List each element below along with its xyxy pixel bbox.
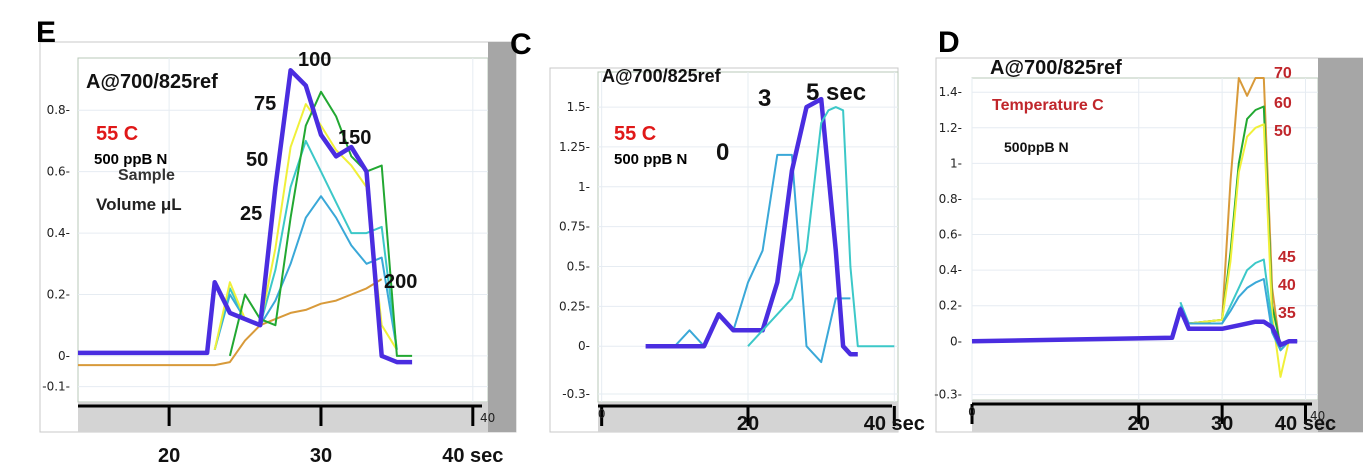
annotation-volume: Volume μL (96, 195, 182, 214)
x-tick-label: 40 sec (1275, 413, 1336, 435)
series-label: 200 (384, 271, 417, 293)
y-tick-label: 1- (578, 180, 590, 194)
series-line-5-sec (747, 106, 895, 348)
x-tick-label: 0 (968, 405, 976, 419)
y-tick-label: 0.6- (939, 228, 962, 242)
corner-tick-label: 40 (1310, 409, 1325, 423)
annotation-temperature: 55 C (614, 123, 656, 145)
annotation-legend_title: Temperature C (992, 97, 1104, 114)
panel-letter: C (510, 28, 532, 61)
y-tick-label: 1.4- (939, 85, 962, 99)
y-tick-label: 1.5- (567, 100, 590, 114)
series-label: 5 sec (806, 79, 866, 106)
annotation-sample: Sample (118, 167, 175, 184)
series-line-3 (645, 96, 858, 357)
y-tick-label: 0.4- (47, 226, 70, 240)
series-label: 3 (758, 85, 771, 112)
y-tick-label: 1.25- (559, 140, 590, 154)
y-tick-label: 0- (578, 339, 590, 353)
scrollbar-panel (1318, 58, 1363, 432)
series-label: 0 (716, 139, 729, 166)
series-label: 50 (1274, 123, 1292, 140)
series-label: 75 (254, 93, 276, 115)
series-line-0 (660, 153, 851, 364)
y-tick-label: 1.2- (939, 121, 962, 135)
panel-letter: E (36, 16, 56, 49)
y-tick-label: 0.25- (559, 299, 590, 313)
annotation-concentration: 500 ppB N (94, 151, 167, 168)
chart-title: A@700/825ref (990, 57, 1122, 79)
y-tick-label: 1- (950, 156, 962, 170)
x-tick-label: 20 (737, 413, 759, 435)
annotation-temperature: 55 C (96, 123, 138, 145)
y-tick-label: -0.3- (934, 388, 962, 402)
series-line-200 (78, 278, 383, 367)
x-tick-label: 40 sec (864, 413, 925, 435)
scrollbar-panel (488, 42, 516, 432)
x-tick-label: 20 (158, 445, 180, 467)
y-tick-label: 0.2- (47, 288, 70, 302)
chart-panel-D: 1.4- 1.2- 1- 0.8- 0.6- 0.4- 0.2- 0- -0.3- 0 20 30 40… (934, 26, 1363, 435)
series-line-40 (1179, 278, 1298, 352)
chart-title: A@700/825ref (602, 66, 722, 86)
x-tick-label: 30 (1211, 413, 1233, 435)
y-tick-label: 0.2- (939, 299, 962, 313)
series-label: 60 (1274, 95, 1292, 112)
series-line-50 (1179, 123, 1298, 378)
series-label: 50 (246, 149, 268, 171)
plot-area (971, 77, 1319, 401)
series-label: 100 (298, 49, 331, 71)
y-tick-label: -0.1- (42, 380, 70, 394)
y-tick-label: 0.5- (567, 259, 590, 273)
corner-tick-label: 40 (480, 411, 495, 425)
panel-letter: D (938, 26, 960, 59)
series-label: 45 (1278, 249, 1296, 266)
y-tick-label: 0- (950, 334, 962, 348)
chart-title: A@700/825ref (86, 71, 218, 93)
chart-panel-C: 1.5- 1.25- 1- 0.75- 0.5- 0.25- 0- -0.3- 0 20 40 se… (510, 28, 925, 435)
series-line-35 (971, 307, 1298, 348)
series-label: 70 (1274, 65, 1292, 82)
series-label: 150 (338, 127, 371, 149)
y-tick-label: -0.3- (562, 387, 590, 401)
y-tick-label: 0.8- (47, 103, 70, 117)
y-tick-label: 0.4- (939, 263, 962, 277)
series-label: 40 (1278, 277, 1296, 294)
chart-panel-E: 0.8- 0.6- 0.4- 0.2- 0- -0.1- 20 30 40 sec 40 A@700… (36, 16, 517, 467)
y-tick-label: 0.8- (939, 192, 962, 206)
x-tick-label: 40 sec (442, 445, 503, 467)
x-tick-label: 0 (598, 407, 606, 421)
series-label: 25 (240, 203, 262, 225)
x-tick-label: 20 (1128, 413, 1150, 435)
y-tick-label: 0- (58, 349, 70, 363)
y-tick-label: 0.6- (47, 165, 70, 179)
x-tick-label: 30 (310, 445, 332, 467)
series-line-100 (78, 68, 413, 365)
annotation-concentration: 500ppB N (1004, 139, 1069, 155)
series-label: 35 (1278, 305, 1296, 322)
y-tick-label: 0.75- (559, 220, 590, 234)
annotation-concentration: 500 ppB N (614, 151, 687, 168)
